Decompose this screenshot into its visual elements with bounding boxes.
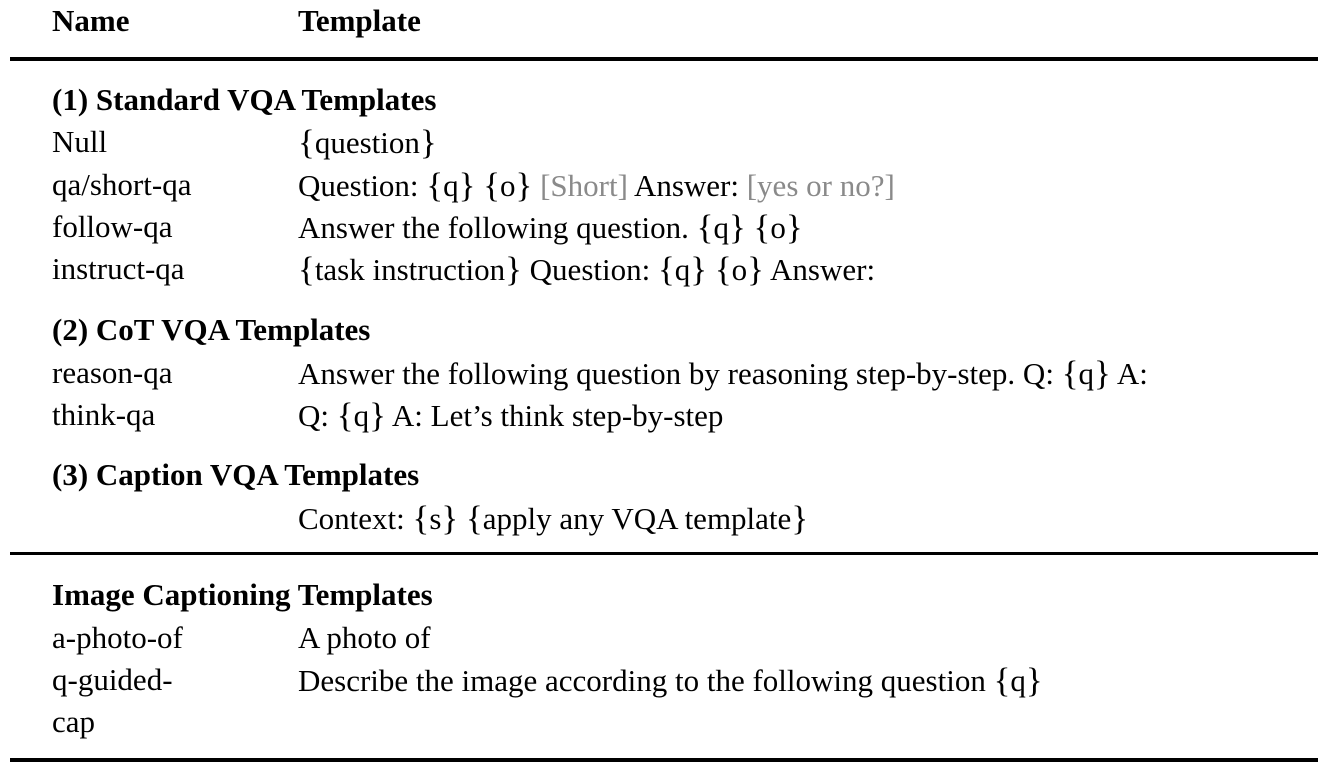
section-title-caption-vqa: (3) Caption VQA Templates xyxy=(52,457,420,492)
table-row-qa-short-qa: qa/short-qa Question: {q} {o} [Short] An… xyxy=(52,166,895,205)
section-title-standard: (1) Standard VQA Templates xyxy=(52,82,437,117)
top-rule xyxy=(10,57,1318,61)
table-row-instruct-qa: instruct-qa {task instruction} Question:… xyxy=(52,250,876,289)
mid-rule xyxy=(10,552,1318,555)
table-row-q-guided-cap-cont: cap xyxy=(52,704,96,739)
bottom-rule xyxy=(10,758,1318,762)
table-row-q-guided-cap: q-guided- Describe the image according t… xyxy=(52,661,1043,700)
section-title-image-captioning: Image Captioning Templates xyxy=(52,577,433,612)
table-row-reason-qa: reason-qa Answer the following question … xyxy=(52,354,1148,393)
table-row-context: Context: {s} {apply any VQA template} xyxy=(298,499,809,538)
table-row-a-photo-of: a-photo-of A photo of xyxy=(52,620,431,655)
table-row-null: Null {question} xyxy=(52,123,437,162)
table-row-follow-qa: follow-qa Answer the following question.… xyxy=(52,208,803,247)
header-row: Name Template xyxy=(52,0,1322,42)
header-template: Template xyxy=(298,3,421,38)
table-row-think-qa: think-qa Q: {q} A: Let’s think step-by-s… xyxy=(52,396,724,435)
section-title-cot: (2) CoT VQA Templates xyxy=(52,312,371,347)
header-name: Name xyxy=(52,3,130,38)
